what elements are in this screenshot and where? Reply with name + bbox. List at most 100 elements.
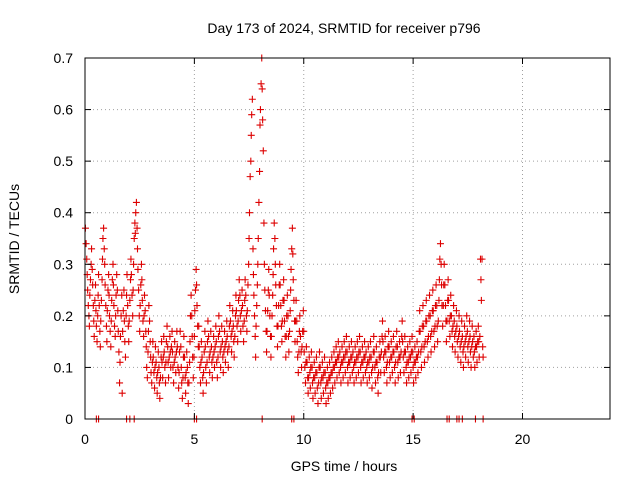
data-point <box>362 348 370 356</box>
data-point <box>239 322 247 330</box>
data-point <box>361 338 369 346</box>
data-point <box>99 235 107 242</box>
data-point <box>461 322 469 330</box>
data-point <box>162 338 170 346</box>
data-point <box>190 353 198 361</box>
data-point <box>391 379 399 387</box>
data-point <box>458 317 466 325</box>
data-point <box>401 348 409 356</box>
data-point <box>149 338 157 346</box>
data-point <box>94 312 102 320</box>
data-point <box>228 327 236 335</box>
data-point <box>380 369 388 377</box>
data-point <box>102 302 110 310</box>
data-point <box>414 353 421 361</box>
data-point <box>439 322 447 330</box>
data-point <box>234 317 242 325</box>
data-point <box>283 291 291 299</box>
data-point <box>236 312 244 320</box>
data-point <box>177 363 185 371</box>
x-tick-label: 20 <box>515 431 531 447</box>
y-tick-label: 0.2 <box>54 308 74 324</box>
data-point <box>235 276 243 284</box>
data-point <box>105 291 113 299</box>
data-point <box>90 317 98 325</box>
data-point <box>404 358 412 366</box>
data-point <box>403 379 411 387</box>
data-point <box>98 276 106 284</box>
data-point <box>348 369 356 377</box>
data-point <box>352 358 360 366</box>
data-point <box>304 389 312 397</box>
data-point <box>423 317 431 325</box>
data-point <box>225 343 233 351</box>
data-point <box>353 338 361 346</box>
data-point <box>155 363 163 371</box>
data-point <box>156 394 164 402</box>
data-point <box>106 327 114 335</box>
data-point <box>124 302 132 310</box>
data-point <box>276 281 284 289</box>
data-point <box>253 281 261 289</box>
data-point <box>103 307 111 315</box>
data-point <box>233 322 241 330</box>
data-point <box>424 353 432 361</box>
data-point <box>151 384 159 392</box>
data-point <box>204 317 212 325</box>
data-point <box>151 343 159 351</box>
data-point <box>143 363 151 371</box>
data-point <box>408 332 416 340</box>
data-point <box>176 327 184 335</box>
data-point <box>436 255 444 263</box>
data-point <box>170 358 178 366</box>
data-point <box>386 374 394 382</box>
data-point <box>178 379 186 387</box>
data-point <box>244 281 252 289</box>
data-point <box>366 338 374 346</box>
data-point <box>479 343 487 351</box>
data-point <box>186 338 194 346</box>
data-point <box>441 281 449 289</box>
data-point <box>107 343 115 351</box>
data-point <box>240 338 248 346</box>
data-point <box>196 363 204 371</box>
data-point <box>134 245 141 253</box>
data-point <box>202 379 210 387</box>
data-point <box>270 219 278 227</box>
data-point <box>328 369 336 377</box>
data-point <box>107 317 115 325</box>
data-point <box>356 332 364 340</box>
data-point <box>463 312 471 320</box>
data-point <box>388 369 396 377</box>
data-point <box>116 379 124 387</box>
data-point <box>120 286 128 294</box>
data-point <box>393 343 401 351</box>
data-point <box>306 384 314 392</box>
data-point <box>255 198 263 206</box>
data-point <box>429 307 437 315</box>
data-point <box>464 358 472 366</box>
data-point <box>138 276 146 284</box>
data-point <box>321 353 329 361</box>
data-point <box>183 363 191 371</box>
data-point <box>373 358 381 366</box>
x-tick-label: 0 <box>81 431 89 447</box>
data-point <box>271 235 279 242</box>
data-point <box>351 343 359 351</box>
data-point <box>236 291 244 299</box>
data-point <box>468 322 476 330</box>
data-point <box>388 353 396 361</box>
data-point <box>212 322 220 330</box>
data-point <box>475 338 483 346</box>
data-point <box>313 384 321 392</box>
data-point <box>341 369 349 377</box>
data-point <box>176 348 183 356</box>
data-point <box>407 353 414 361</box>
data-point <box>250 291 258 299</box>
data-point <box>237 327 245 335</box>
data-point <box>349 348 357 356</box>
data-point <box>144 327 152 335</box>
data-point <box>152 358 160 366</box>
data-point <box>354 353 362 361</box>
data-point <box>411 343 419 351</box>
